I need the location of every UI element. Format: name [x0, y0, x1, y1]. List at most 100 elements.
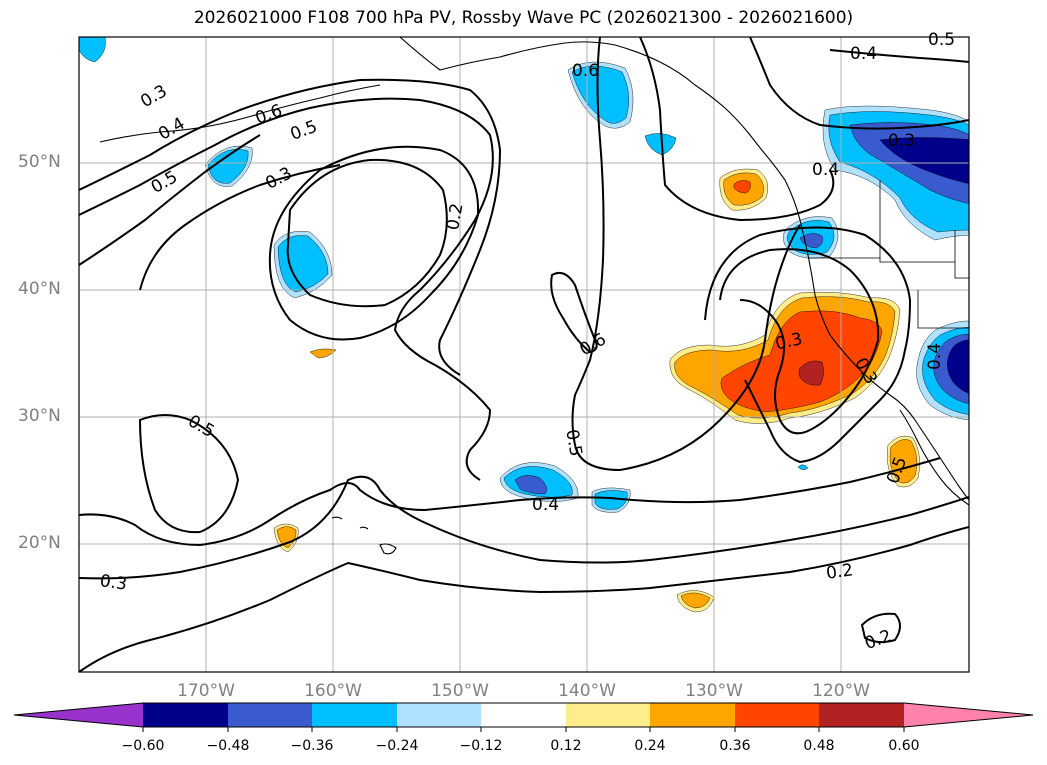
- colorbar-extend-min: [14, 703, 143, 727]
- clabel: 0.4: [532, 495, 559, 515]
- fill-50n168w-36: [207, 149, 249, 184]
- lon-label-130w: 130°W: [685, 681, 743, 701]
- coast-state-border-1: [808, 257, 955, 263]
- contour-06-island: [550, 272, 598, 354]
- contour-05-inner: [139, 164, 341, 291]
- coast-state-border-4: [954, 230, 969, 279]
- fill-bc-core: [879, 137, 969, 184]
- colorbar-bin-4: [397, 703, 481, 727]
- lat-label-40n: 40°N: [18, 279, 61, 299]
- coast-aleutians: [99, 84, 381, 143]
- map-title: 2026021000 F108 700 hPa PV, Rossby Wave …: [193, 8, 854, 28]
- lon-label-140w: 140°W: [558, 681, 616, 701]
- fill-25n145w-48: [514, 475, 547, 495]
- contour-02-south: [79, 526, 969, 672]
- contour-04-bc: [749, 37, 969, 130]
- contour-04-south: [79, 457, 941, 547]
- contour-04-top: [829, 49, 969, 63]
- lon-label-120w: 120°W: [812, 681, 870, 701]
- fill-ca-48: [798, 360, 824, 386]
- contour-03-ring: [719, 248, 880, 435]
- colorbar-label: −0.36: [290, 738, 334, 754]
- contour-06-east: [571, 37, 801, 472]
- colorbar-bin-5: [481, 703, 566, 727]
- clabel: 0.4: [925, 343, 945, 370]
- colorbar-label: −0.12: [459, 738, 503, 754]
- coast-hawaii-2: [359, 526, 369, 530]
- clabel: 0.3: [137, 81, 170, 112]
- contour-05-west: [79, 134, 261, 266]
- colorbar-label: 0.60: [888, 738, 920, 754]
- fill-tiny-pos: [309, 348, 337, 359]
- coast-hawaii-3: [331, 516, 343, 520]
- colorbar-bin-6: [566, 703, 650, 727]
- coast-alaska: [399, 37, 969, 501]
- contour-03-south: [79, 475, 969, 580]
- colorbar-bin-9: [819, 703, 904, 727]
- colorbar-label: 0.24: [634, 738, 666, 754]
- colorbar-extend-max: [904, 703, 1033, 727]
- lat-label-20n: 20°N: [18, 533, 61, 553]
- clabel: 0.5: [561, 428, 585, 458]
- colorbar-bin-1: [143, 703, 228, 727]
- colorbar-bin-7: [650, 703, 735, 727]
- fill-tiny-neg: [797, 464, 809, 470]
- contour-03-north: [79, 97, 494, 481]
- fill-wa-36: [733, 180, 751, 194]
- contour-05-ring: [704, 226, 912, 464]
- colorbar-label: 0.12: [550, 738, 582, 754]
- clabel: 0.3: [99, 571, 129, 595]
- clabel: 0.6: [572, 61, 599, 81]
- lat-label-30n: 30°N: [18, 406, 61, 426]
- fill-43n164w-36: [277, 235, 329, 293]
- clabel: 0.4: [812, 160, 839, 180]
- fill-gulf-36: [571, 65, 629, 124]
- clabel: 0.5: [148, 167, 181, 198]
- fill-s15-24: [680, 592, 711, 609]
- lon-label-150w: 150°W: [431, 681, 489, 701]
- clabel: 0.5: [184, 411, 217, 442]
- colorbar-bin-8: [735, 703, 819, 727]
- colorbar-label: −0.60: [121, 738, 165, 754]
- fill-sw-core: [946, 339, 969, 394]
- contour-02-se: [860, 612, 901, 644]
- clabel: 0.2: [862, 626, 894, 654]
- clabel: 0.2: [443, 202, 467, 232]
- graticule: [79, 37, 969, 672]
- contour-02-low: [286, 158, 448, 308]
- fill-nw-corner: [79, 37, 106, 63]
- colorbar-label: 0.36: [719, 738, 751, 754]
- coast-hawaii-1: [379, 543, 397, 555]
- clabel: 0.3: [262, 163, 295, 193]
- lat-label-50n: 50°N: [18, 152, 61, 172]
- contour-low-sw: [138, 414, 240, 534]
- clabel: 0.5: [288, 117, 320, 145]
- plot-frame: [78, 36, 970, 673]
- colorbar-label: −0.48: [206, 738, 250, 754]
- colorbar-bin-2: [228, 703, 312, 727]
- colorbar-label: −0.24: [375, 738, 419, 754]
- clabel: 0.2: [825, 560, 855, 584]
- colorbar-bin-3: [312, 703, 397, 727]
- coastlines: [99, 37, 969, 555]
- coast-state-border-3: [917, 290, 969, 329]
- pv-contours: [79, 37, 969, 672]
- fill-baja-24: [889, 439, 917, 484]
- clabel: 0.3: [888, 131, 915, 151]
- pv-anomaly-fills: [79, 37, 969, 613]
- fill-24n137w-36: [594, 490, 628, 510]
- contour-04-ne: [639, 37, 835, 222]
- clabel: 0.4: [850, 44, 877, 64]
- colorbar: [13, 702, 1034, 732]
- fill-51n137w: [644, 133, 677, 156]
- lon-label-170w: 170°W: [177, 681, 235, 701]
- contour-04-north: [79, 78, 502, 376]
- clabel: 0.4: [155, 114, 188, 145]
- clabel: 0.5: [928, 30, 955, 50]
- colorbar-label: 0.48: [803, 738, 835, 754]
- clabel: 0.6: [253, 101, 285, 129]
- fill-ca-36: [720, 310, 883, 413]
- lon-label-160w: 160°W: [304, 681, 362, 701]
- clabel: 0.6: [576, 329, 609, 360]
